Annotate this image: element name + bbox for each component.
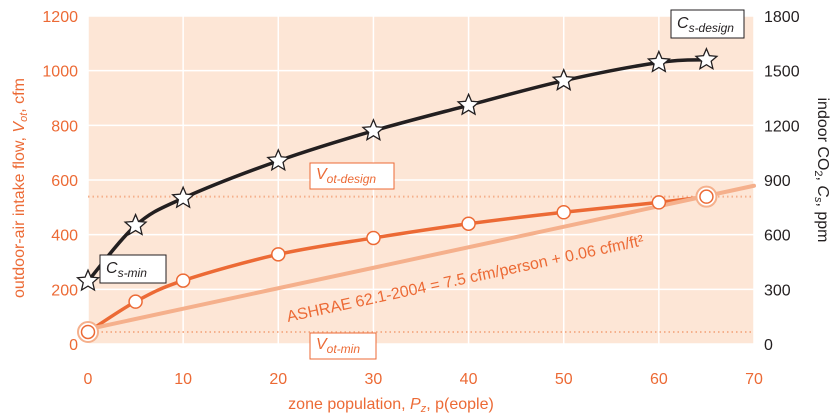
y-right-tick-label: 900 <box>764 173 791 190</box>
y-left-tick-label: 800 <box>51 118 78 135</box>
y-left-tick-label: 1200 <box>42 9 78 26</box>
x-tick-label: 40 <box>460 371 478 388</box>
x-tick-label: 30 <box>365 371 383 388</box>
vot-point <box>651 195 667 210</box>
grid-lines <box>87 15 755 345</box>
x-axis-title: zone population, Pz, p(eople) <box>288 396 494 414</box>
cs-point-star <box>646 49 671 73</box>
x-tick-label: 70 <box>745 371 763 388</box>
cs-min-annotation: Cs-min <box>99 254 167 284</box>
x-tick-label: 60 <box>650 371 668 388</box>
y-left-tick-label: 0 <box>69 337 78 354</box>
cs-point-star <box>456 92 481 116</box>
vot-point <box>366 230 381 246</box>
series-line-ashrae <box>86 183 756 332</box>
cs-point-star <box>75 268 101 292</box>
vot-point <box>80 324 96 340</box>
y-right-tick-label: 300 <box>764 282 791 299</box>
x-tick-label: 50 <box>555 371 573 388</box>
y-right-tick-label: 1800 <box>764 9 800 26</box>
cs-design-annotation: Cs-design <box>670 9 745 39</box>
vot-point <box>128 294 143 309</box>
y-right-tick-label: 600 <box>764 228 791 245</box>
svg-text:Vot-min: Vot-min <box>316 336 360 356</box>
cs-point-star <box>123 212 148 236</box>
y-right-tick-label: 0 <box>764 337 773 354</box>
cs-point-star <box>266 148 291 172</box>
vot-point <box>461 216 476 231</box>
y-left-tick-label: 600 <box>51 173 78 190</box>
y-left-axis-title: outdoor-air intake flow, Vot, cfm <box>11 78 30 298</box>
y-right-tick-label: 1200 <box>764 118 800 135</box>
y-right-tick-label: 1500 <box>764 64 800 81</box>
y-left-tick-label: 200 <box>51 282 78 299</box>
x-tick-label: 10 <box>174 371 192 388</box>
svg-text:Cs-min: Cs-min <box>106 260 147 280</box>
svg-text:Vot-design: Vot-design <box>316 166 376 186</box>
reference-lines <box>88 195 754 333</box>
vot-point <box>175 273 191 288</box>
tick-labels: 0 10 20 30 40 50 60 700200400600800100012000300… <box>42 9 799 388</box>
y-left-tick-label: 1000 <box>42 64 78 81</box>
cs-point-star <box>361 118 386 142</box>
svg-text:Cs-design: Cs-design <box>677 15 734 35</box>
vot-point <box>271 247 286 262</box>
x-tick-label: 0 <box>84 371 93 388</box>
vot-point <box>556 205 571 220</box>
vot-min-annotation: Vot-min <box>309 332 377 360</box>
vot-design-annotation: Vot-design <box>309 162 395 190</box>
cs-point-star <box>171 185 196 209</box>
marker-layer <box>75 47 719 343</box>
cs-point-star <box>551 68 576 91</box>
cs-point-star <box>694 47 719 70</box>
y-right-axis-title: indoor CO2, Cs, ppm <box>812 97 831 242</box>
vot-point <box>699 189 714 204</box>
x-tick-label: 20 <box>269 371 287 388</box>
y-left-tick-label: 400 <box>51 228 78 245</box>
